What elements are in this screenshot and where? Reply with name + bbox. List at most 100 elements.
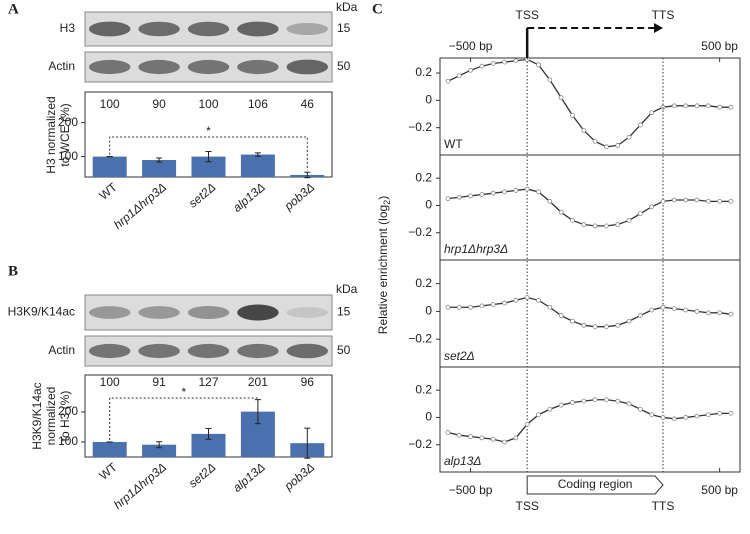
blot-band	[286, 343, 329, 359]
x-tick-label: WT	[96, 460, 120, 483]
value-label: 90	[152, 97, 166, 111]
point	[626, 134, 632, 140]
y-tick-label: 100	[58, 434, 78, 448]
value-label: 91	[152, 375, 166, 389]
y-axis-label: to WCE (%)	[58, 103, 72, 166]
point	[570, 400, 575, 405]
value-label: 100	[100, 97, 120, 111]
blot-label: H3K9/K14ac	[8, 305, 75, 319]
line	[447, 399, 731, 443]
point	[671, 197, 677, 203]
point	[626, 401, 632, 407]
blot-band	[187, 343, 230, 359]
point	[671, 306, 677, 312]
point	[649, 307, 655, 313]
point	[637, 211, 643, 217]
y-axis-label: to H3 (%)	[58, 391, 72, 442]
blot-band	[237, 21, 279, 37]
bar	[142, 444, 177, 457]
y-axis-label-part: 2	[382, 200, 392, 205]
point	[683, 197, 689, 203]
point	[524, 186, 530, 192]
point	[456, 304, 462, 310]
point	[671, 103, 677, 109]
x-tick-label: set2Δ	[186, 180, 219, 210]
point	[479, 435, 485, 441]
x-tick-label: TTS	[652, 8, 675, 22]
blot-size: 50	[337, 343, 351, 357]
y-tick-label: 0.2	[415, 65, 432, 79]
y-tick-label: 0	[425, 198, 432, 212]
panel-label: set2Δ	[444, 349, 475, 363]
point	[456, 194, 462, 200]
y-tick-label: 0	[425, 410, 432, 424]
blot-band	[88, 343, 131, 359]
point	[694, 309, 700, 314]
point	[649, 412, 655, 418]
point	[536, 412, 541, 418]
region-box	[526, 475, 664, 495]
x-tick-label: 500 bp	[701, 483, 738, 497]
point	[626, 318, 632, 324]
blot-band	[138, 343, 180, 359]
y-axis-label: normalized	[44, 387, 58, 446]
point	[490, 436, 496, 442]
x-tick-label: pob3Δ	[281, 460, 317, 494]
point	[502, 439, 507, 445]
blot-band	[187, 59, 230, 75]
point	[513, 58, 519, 64]
blot-band	[187, 21, 230, 37]
y-tick-label: −0.2	[408, 437, 432, 451]
y-tick-label: −0.2	[408, 331, 432, 345]
bar	[92, 156, 127, 177]
point	[445, 78, 451, 84]
point	[445, 304, 451, 310]
point	[524, 421, 530, 427]
value-label: 96	[301, 375, 315, 389]
blot-band	[88, 21, 131, 37]
point	[502, 59, 507, 65]
point	[468, 304, 473, 310]
point	[592, 138, 598, 144]
blot	[84, 294, 333, 331]
x-tick-label: WT	[96, 180, 120, 203]
blot-unit: kDa	[336, 0, 358, 14]
point	[558, 95, 564, 101]
significance-bracket	[109, 397, 259, 440]
point	[694, 197, 700, 203]
y-axis-label: H3K9/K14ac	[30, 382, 44, 449]
point	[717, 410, 723, 416]
point	[524, 295, 530, 300]
panel-label: WT	[444, 137, 463, 151]
point	[705, 198, 711, 204]
point	[604, 397, 609, 403]
blot-size: 15	[337, 305, 351, 319]
point	[705, 310, 711, 316]
point	[728, 311, 734, 317]
x-tick-label: −500 bp	[449, 483, 493, 497]
point	[615, 322, 621, 328]
point	[660, 198, 666, 204]
value-label: 100	[198, 97, 218, 111]
blot-band	[286, 59, 329, 75]
x-tick-label: TTS	[652, 499, 675, 513]
y-tick-label: 0	[425, 93, 432, 107]
y-axis-label: Relative enrichment (log2)	[376, 196, 392, 334]
point	[694, 103, 700, 109]
point	[717, 310, 723, 316]
point	[592, 324, 598, 330]
point	[660, 304, 666, 310]
panel-label: B	[8, 263, 18, 279]
y-tick-label: 0.2	[415, 276, 432, 290]
point	[728, 104, 734, 110]
bar	[191, 156, 226, 177]
y-tick-label: 200	[58, 404, 78, 418]
x-tick-label: −500 bp	[449, 39, 493, 53]
x-tick-label: TSS	[515, 499, 538, 513]
point	[728, 410, 734, 416]
y-tick-label: 0	[425, 304, 432, 318]
point	[513, 297, 519, 303]
y-axis-label: H3 normalized	[44, 96, 58, 173]
point	[558, 209, 564, 215]
